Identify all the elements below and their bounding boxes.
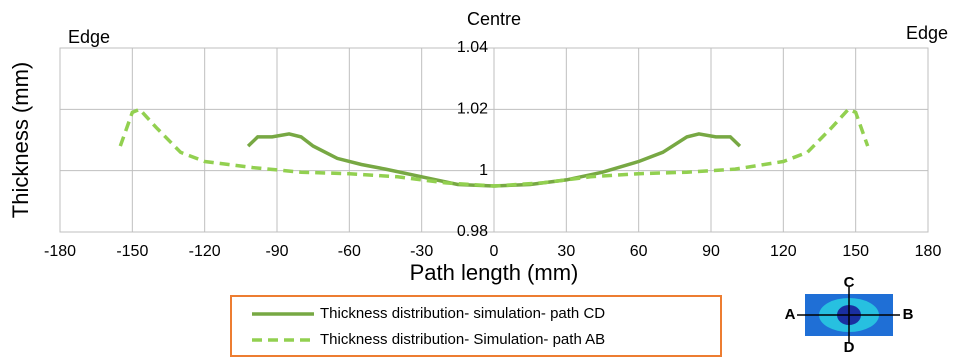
x-tick-label: -150	[116, 243, 148, 260]
x-tick-label: -180	[44, 243, 76, 260]
y-tick-label: 0.98	[457, 223, 488, 240]
x-tick-label: -30	[410, 243, 433, 260]
legend-label: Thickness distribution- simulation- path…	[320, 305, 605, 322]
y-tick-label: 1.02	[457, 101, 488, 118]
x-tick-label: -90	[265, 243, 288, 260]
inset-diagram	[797, 287, 900, 343]
x-tick-label: 90	[702, 243, 720, 260]
y-tick-label: 1	[479, 162, 488, 179]
x-tick-label: -120	[189, 243, 221, 260]
x-tick-label: 120	[770, 243, 797, 260]
x-tick-label: 0	[490, 243, 499, 260]
inset-label: A	[785, 306, 796, 323]
y-tick-label: 1.04	[457, 39, 488, 56]
legend-label: Thickness distribution- Simulation- path…	[320, 331, 605, 348]
x-tick-label: -60	[338, 243, 361, 260]
x-axis-title: Path length (mm)	[410, 260, 579, 285]
chart: Thickness (mm) Path length (mm) -180 -150…	[0, 0, 953, 361]
annotation: Edge	[906, 23, 948, 43]
x-tick-label: 180	[915, 243, 942, 260]
inset-label: B	[903, 306, 914, 323]
x-tick-label: 30	[557, 243, 575, 260]
annotation: Centre	[467, 9, 521, 29]
inset-label: C	[844, 274, 855, 291]
y-axis-title: Thickness (mm)	[8, 62, 33, 218]
x-tick-label: 60	[630, 243, 648, 260]
annotation: Edge	[68, 27, 110, 47]
inset-label: D	[844, 339, 855, 356]
x-tick-label: 150	[842, 243, 869, 260]
